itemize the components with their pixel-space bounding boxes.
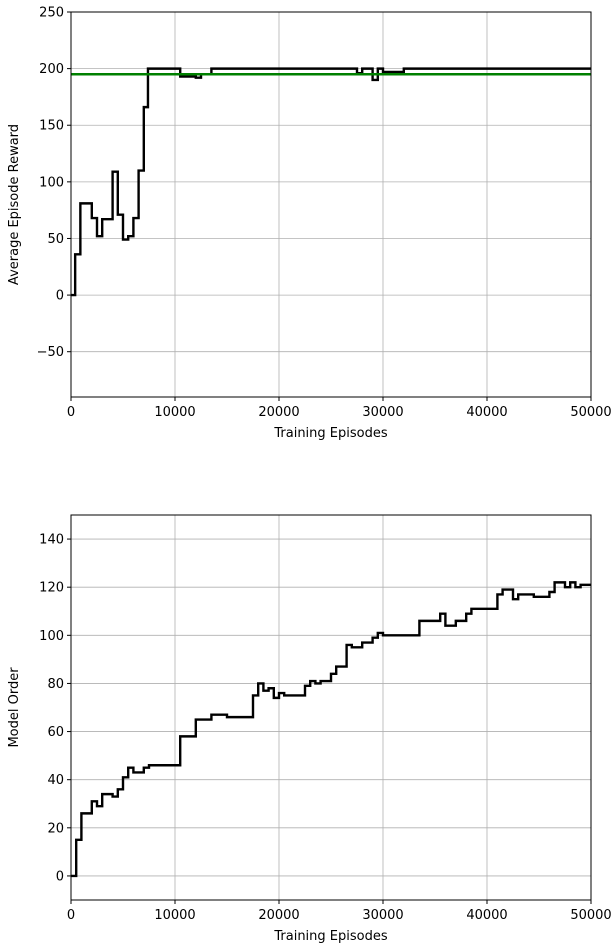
x-tick-label: 30000 xyxy=(362,405,403,420)
y-tick-label: 60 xyxy=(47,725,64,740)
x-tick-label: 20000 xyxy=(258,405,299,420)
y-tick-label: 250 xyxy=(39,6,64,21)
x-tick-label: 20000 xyxy=(258,908,299,923)
x-tick-label: 0 xyxy=(67,405,75,420)
y-tick-label: 80 xyxy=(47,677,64,692)
y-tick-label: 20 xyxy=(47,821,64,836)
x-tick-label: 10000 xyxy=(154,405,195,420)
x-tick-label: 30000 xyxy=(362,908,403,923)
x-axis-label: Training Episodes xyxy=(273,426,387,441)
model-order-chart-panel: 0 10000 20000 30000 40000 50000 0 20 40 60 80 100 12… xyxy=(7,514,612,944)
y-tick-label: 50 xyxy=(47,232,64,247)
y-axis-label: Model Order xyxy=(7,667,22,748)
y-tick-label: 40 xyxy=(47,773,64,788)
x-tick-label: 50000 xyxy=(570,908,611,923)
plot-frame xyxy=(70,11,592,398)
x-axis-label: Training Episodes xyxy=(273,929,387,944)
x-tick-label: 40000 xyxy=(466,405,507,420)
plot-frame xyxy=(70,514,592,901)
x-tick-label: 40000 xyxy=(466,908,507,923)
y-tick-label: 140 xyxy=(39,533,64,548)
reward-chart-panel: 0 10000 20000 30000 40000 50000 −50 0 50 100 150 20… xyxy=(7,6,612,442)
y-tick-label: 100 xyxy=(39,629,64,644)
y-tick-label: 0 xyxy=(56,869,64,884)
x-tick-label: 10000 xyxy=(154,908,195,923)
series-line xyxy=(71,581,591,878)
x-tick-label: 50000 xyxy=(570,405,611,420)
y-tick-label: 100 xyxy=(39,175,64,190)
series-line xyxy=(71,67,591,297)
y-axis-label: Average Episode Reward xyxy=(7,124,22,285)
y-tick-label: 200 xyxy=(39,62,64,77)
y-tick-label: −50 xyxy=(37,345,64,360)
x-tick-label: 0 xyxy=(67,908,75,923)
y-tick-label: 0 xyxy=(56,289,64,304)
y-tick-label: 150 xyxy=(39,119,64,134)
y-tick-label: 120 xyxy=(39,581,64,596)
